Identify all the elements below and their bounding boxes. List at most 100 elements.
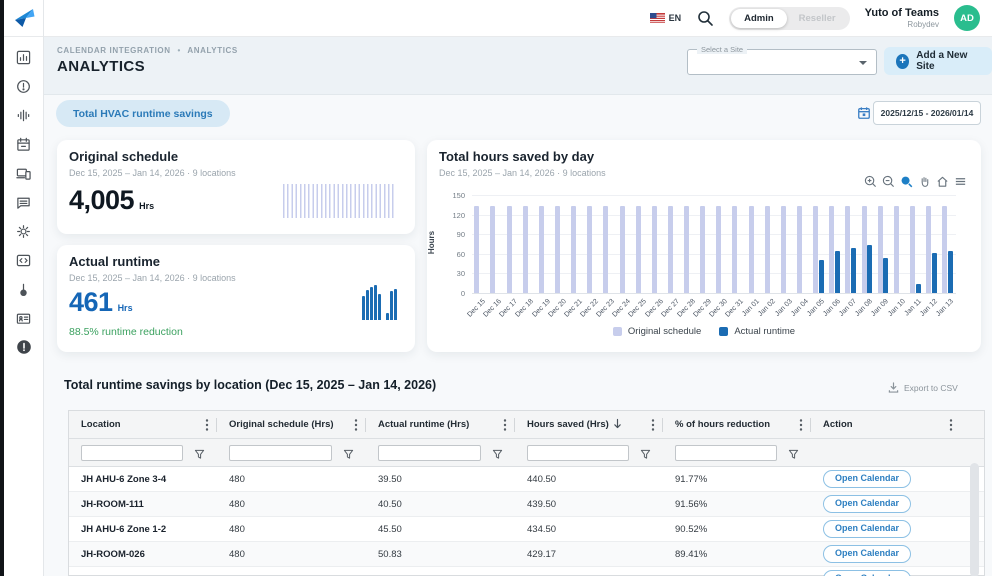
calendar-icon[interactable] [16,136,32,152]
actual-hours-unit: Hrs [117,303,133,313]
open-calendar-button[interactable]: Open Calendar [823,545,912,563]
pan-icon[interactable] [917,174,931,188]
bar-original-schedule [619,206,625,293]
column-menu-icon[interactable] [205,418,209,437]
legend-item[interactable]: Original schedule [612,326,701,337]
mini-bar [370,287,373,320]
column-menu-icon[interactable] [354,418,358,437]
table-row: JH-ROOM-111 480 40.50 439.50 91.56% Open Cale… [69,492,984,517]
location-cell: JH AHU-6 Zone 1-2 [81,524,167,535]
filter-input[interactable] [378,445,481,461]
menu-icon[interactable] [953,174,967,188]
zoom-out-icon[interactable] [881,174,895,188]
chart-subtitle: Dec 15, 2025 – Jan 14, 2026 · 9 location… [439,168,606,178]
avatar[interactable]: AD [954,5,980,31]
filter-cell [515,439,663,466]
admin-toggle-button[interactable]: Admin [731,8,787,28]
breadcrumb-parent[interactable]: CALENDAR INTEGRATION [57,46,171,55]
zoom-in-icon[interactable] [863,174,877,188]
funnel-icon[interactable] [492,447,503,465]
support-alert-icon[interactable] [16,339,32,355]
column-menu-icon[interactable] [503,418,507,437]
location-cell: JH-ROOM-111 [81,499,144,510]
value-cell: 89.41% [675,549,708,560]
gridline [472,273,956,275]
column-menu-icon[interactable] [949,418,953,437]
selection-zoom-icon[interactable] [899,174,913,188]
analytics-icon[interactable] [16,49,32,65]
filter-input[interactable] [675,445,777,461]
column-header-action[interactable]: Action [811,411,961,438]
bar-original-schedule [780,206,786,293]
column-header-actual-runtime-hrs-[interactable]: Actual runtime (Hrs) [366,411,515,438]
table-scrollbar[interactable] [970,463,979,576]
open-calendar-button[interactable]: Open Calendar [823,520,912,538]
bar-actual-runtime [947,251,953,293]
code-icon[interactable] [16,252,32,268]
table-filter-row [69,439,984,467]
funnel-icon[interactable] [194,447,205,465]
export-to-csv-button[interactable]: Export to CSV [888,382,958,393]
alert-circle-icon[interactable] [16,78,32,94]
thermostat-icon[interactable] [16,281,32,297]
chart-toolbar [863,174,967,188]
value-cell: 90.52% [675,524,708,535]
column-header-location[interactable]: Location [69,411,217,438]
breadcrumb: CALENDAR INTEGRATION • ANALYTICS [57,46,238,55]
column-menu-icon[interactable] [799,418,803,437]
filter-input[interactable] [229,445,332,461]
language-selector[interactable]: EN [649,13,681,23]
tab-total-hvac-runtime-savings[interactable]: Total HVAC runtime savings [56,100,230,127]
filter-input[interactable] [527,445,629,461]
bar-original-schedule [796,206,802,293]
column-header-hours-saved-hrs-[interactable]: Hours saved (Hrs) [515,411,663,438]
app-logo[interactable] [4,0,43,37]
table-row: JH AHU-6 Zone 3-4 480 39.50 440.50 91.77% Ope… [69,467,984,492]
open-calendar-button[interactable]: Open Calendar [823,570,912,576]
y-tick-label: 30 [456,269,465,279]
reseller-toggle-button[interactable]: Reseller [798,12,836,24]
column-menu-icon[interactable] [651,418,655,437]
column-label: Original schedule (Hrs) [229,419,334,430]
column-header--of-hours-reduction[interactable]: % of hours reduction [663,411,811,438]
search-icon[interactable] [696,9,714,27]
value-cell [515,567,663,576]
devices-icon[interactable] [16,165,32,181]
action-cell: Open Calendar [811,467,961,491]
filter-input[interactable] [81,445,183,461]
funnel-icon[interactable] [343,447,354,465]
legend-item[interactable]: Actual runtime [719,326,795,337]
messages-icon[interactable] [16,194,32,210]
filter-cell [69,439,217,466]
value-cell: 480 [229,499,245,510]
table-row: Open Calendar [69,567,984,576]
sort-desc-icon[interactable] [613,416,622,434]
open-calendar-button[interactable]: Open Calendar [823,495,912,513]
bar-original-schedule [587,206,593,293]
settings-gear-icon[interactable] [16,223,32,239]
column-header-original-schedule-hrs-[interactable]: Original schedule (Hrs) [217,411,366,438]
badge-card-icon[interactable] [16,310,32,326]
card-subtitle: Dec 15, 2025 – Jan 14, 2026 · 9 location… [69,273,236,283]
mini-bar [362,296,365,320]
value-cell: 429.17 [527,549,557,560]
bar-original-schedule [571,206,577,293]
funnel-icon[interactable] [640,447,651,465]
date-range-input[interactable]: 2025/12/15 - 2026/01/14 [873,101,981,125]
calendar-picker-icon[interactable] [857,106,871,125]
column-label: Hours saved (Hrs) [527,419,609,430]
funnel-icon[interactable] [788,447,799,465]
legend-swatch [612,327,622,336]
gridline [472,293,956,294]
audio-levels-icon[interactable] [16,107,32,123]
column-label: Action [823,419,853,430]
locations-table: Location Original schedule (Hrs) Actual ru… [68,410,985,576]
open-calendar-button[interactable]: Open Calendar [823,470,912,488]
y-tick-label: 0 [460,289,465,298]
add-new-site-button[interactable]: + Add a New Site [884,47,992,75]
home-icon[interactable] [935,174,949,188]
table-row: JH-ROOM-026 480 50.83 429.17 89.41% Open Cale… [69,542,984,567]
site-select-dropdown[interactable]: Select a Site [687,45,877,75]
site-select-label: Select a Site [697,45,748,54]
us-flag-icon [649,13,665,23]
